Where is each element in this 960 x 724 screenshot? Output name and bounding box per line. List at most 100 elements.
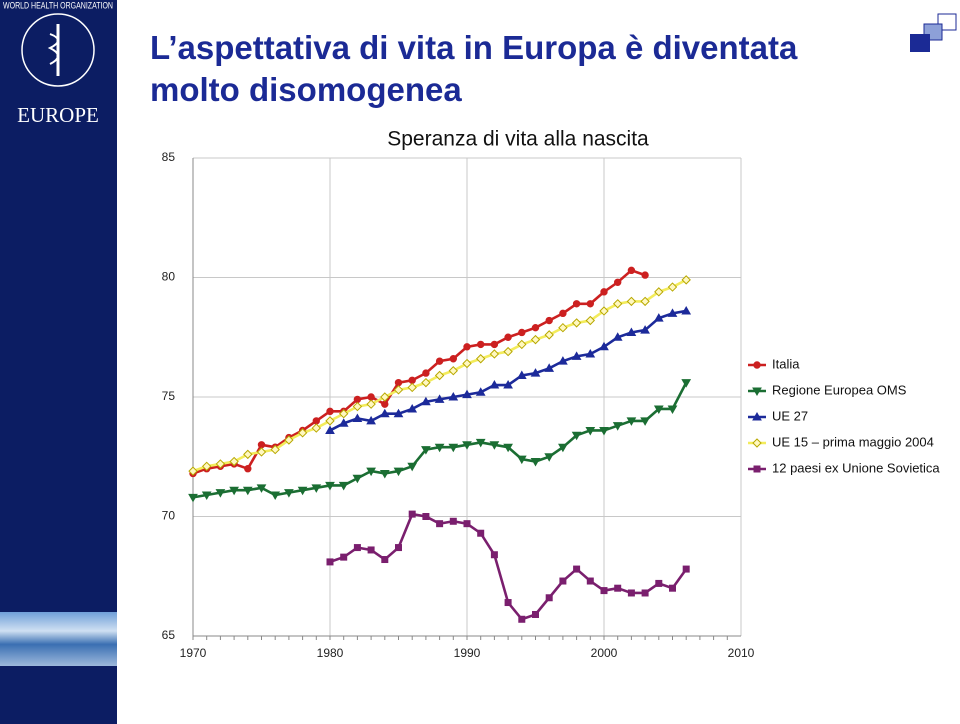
marker — [394, 378, 403, 387]
marker — [297, 486, 308, 496]
marker — [395, 544, 402, 552]
marker — [366, 415, 376, 425]
marker — [421, 446, 431, 455]
who-logo: WORLD HEALTH ORGANIZATION EUROPE — [3, 0, 113, 126]
marker — [654, 287, 664, 297]
marker — [544, 330, 554, 340]
marker — [558, 443, 568, 453]
marker — [585, 348, 596, 358]
marker — [435, 357, 444, 365]
marker — [573, 565, 581, 573]
marker — [641, 271, 649, 279]
marker — [229, 486, 239, 496]
marker — [586, 577, 594, 585]
marker — [366, 467, 376, 477]
marker — [614, 584, 622, 592]
marker — [626, 327, 637, 336]
marker — [325, 425, 335, 434]
legend-label: 12 paesi ex Unione Sovietica — [772, 460, 940, 475]
marker — [201, 461, 212, 472]
marker — [490, 551, 498, 559]
marker — [599, 426, 609, 436]
marker — [407, 462, 418, 472]
marker — [462, 358, 472, 369]
marker — [626, 417, 637, 426]
marker — [407, 382, 417, 393]
marker — [367, 393, 375, 401]
marker — [641, 589, 649, 597]
marker — [215, 489, 226, 498]
marker — [530, 458, 541, 467]
marker — [463, 343, 471, 351]
marker — [434, 370, 445, 381]
marker — [381, 400, 389, 408]
marker — [517, 339, 527, 350]
marker — [393, 385, 404, 395]
marker — [421, 377, 431, 388]
marker — [229, 456, 239, 467]
marker — [600, 288, 608, 296]
marker — [352, 474, 363, 484]
marker — [545, 316, 553, 325]
marker — [640, 417, 650, 426]
marker — [448, 366, 459, 376]
marker — [669, 584, 676, 592]
marker — [477, 529, 485, 537]
marker — [379, 408, 390, 418]
logo-serpent — [47, 33, 59, 65]
marker — [753, 465, 761, 473]
marker — [503, 380, 513, 389]
marker — [752, 411, 762, 421]
marker — [571, 431, 582, 441]
marker — [490, 340, 499, 349]
marker — [366, 399, 376, 409]
marker — [516, 370, 527, 379]
marker — [311, 484, 322, 493]
marker — [571, 351, 582, 360]
sidebar-photo — [0, 612, 117, 666]
x-tick-label: 1980 — [317, 646, 344, 660]
marker — [518, 328, 526, 337]
series-line — [192, 268, 646, 475]
marker — [612, 299, 623, 309]
marker — [682, 565, 690, 573]
marker — [640, 296, 650, 307]
marker — [188, 493, 198, 503]
marker — [393, 467, 404, 477]
marker — [627, 266, 636, 275]
marker — [477, 340, 485, 349]
marker — [544, 453, 555, 462]
marker — [352, 413, 363, 423]
marker — [270, 491, 281, 500]
marker — [503, 346, 513, 357]
marker — [311, 423, 322, 433]
marker — [586, 300, 594, 308]
marker — [612, 332, 623, 341]
marker — [434, 394, 445, 403]
marker — [448, 443, 459, 453]
marker — [532, 610, 539, 618]
marker — [655, 579, 663, 587]
marker — [284, 435, 294, 445]
marker — [463, 520, 471, 528]
marker — [462, 389, 472, 399]
marker — [504, 599, 512, 607]
marker — [530, 368, 541, 377]
marker — [559, 309, 567, 318]
marker — [421, 396, 431, 406]
marker — [558, 322, 568, 333]
marker — [270, 444, 280, 455]
marker — [752, 387, 762, 397]
marker — [462, 441, 472, 450]
marker — [585, 426, 596, 436]
slide-title: L’aspettativa di vita in Europa è divent… — [150, 29, 798, 66]
marker — [434, 443, 445, 453]
logo-organization: WORLD HEALTH ORGANIZATION — [3, 0, 113, 10]
marker — [475, 387, 486, 396]
x-tick-label: 2010 — [728, 646, 755, 660]
marker — [284, 489, 294, 498]
y-tick-label: 85 — [162, 150, 176, 164]
y-tick-label: 75 — [162, 389, 176, 403]
marker — [544, 363, 555, 372]
marker — [381, 556, 389, 564]
